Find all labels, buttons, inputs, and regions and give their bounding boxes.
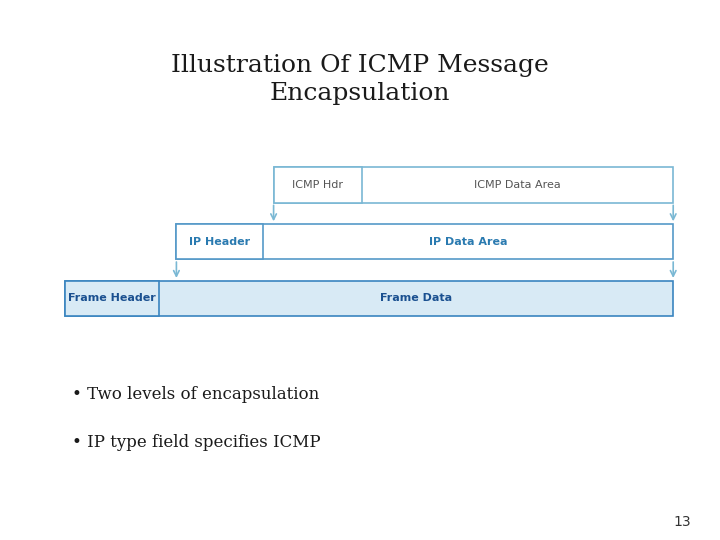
Bar <box>176 224 673 259</box>
Text: ICMP Hdr: ICMP Hdr <box>292 180 343 190</box>
Bar <box>176 224 264 259</box>
Text: ICMP Data Area: ICMP Data Area <box>474 180 561 190</box>
Text: • IP type field specifies ICMP: • IP type field specifies ICMP <box>72 434 320 451</box>
Text: IP Data Area: IP Data Area <box>429 237 508 247</box>
Text: 13: 13 <box>674 515 691 529</box>
Text: • Two levels of encapsulation: • Two levels of encapsulation <box>72 386 319 403</box>
Bar <box>274 167 673 202</box>
Bar <box>65 281 673 316</box>
Text: Frame Header: Frame Header <box>68 293 156 303</box>
Text: Frame Data: Frame Data <box>380 293 452 303</box>
Text: Illustration Of ICMP Message
Encapsulation: Illustration Of ICMP Message Encapsulati… <box>171 54 549 105</box>
Text: IP Header: IP Header <box>189 237 251 247</box>
Bar <box>65 281 159 316</box>
Bar <box>274 167 361 202</box>
